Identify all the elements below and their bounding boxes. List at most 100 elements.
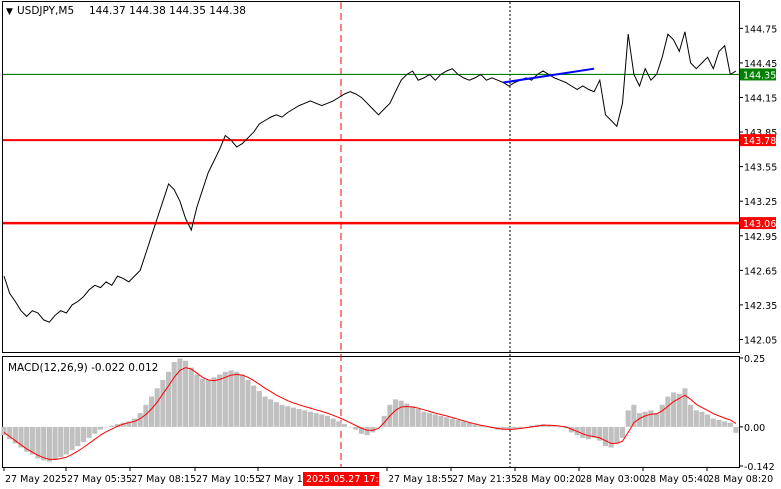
macd-bar bbox=[324, 415, 330, 427]
macd-tick-label: 0.25 bbox=[744, 354, 765, 365]
macd-bar bbox=[166, 371, 172, 427]
macd-bar bbox=[63, 426, 69, 455]
macd-bar bbox=[205, 380, 211, 427]
macd-bar bbox=[307, 411, 313, 427]
price-tick-label: 142.95 bbox=[744, 232, 777, 243]
macd-bar bbox=[256, 391, 262, 427]
macd-bar bbox=[375, 426, 382, 428]
time-tick-label: 27 May 05:35 bbox=[67, 474, 132, 485]
macd-bar bbox=[602, 426, 609, 447]
macd-bar bbox=[461, 421, 467, 427]
macd-bar bbox=[546, 424, 552, 427]
symbol-label: USDJPY,M5 bbox=[17, 5, 74, 17]
macd-tick-label: 0.00 bbox=[744, 423, 765, 434]
macd-bar bbox=[262, 396, 268, 427]
macd-bar bbox=[551, 425, 557, 427]
macd-bar bbox=[392, 399, 399, 427]
level-label: 143.78 bbox=[743, 136, 776, 147]
time-tick-label: 27 May 2025 bbox=[5, 474, 67, 485]
price-tick-label: 143.25 bbox=[744, 197, 777, 208]
macd-tick-label: -0.142 bbox=[744, 462, 775, 473]
highlight-time-label: 2025.05.27 17:00 bbox=[306, 474, 391, 485]
macd-bar bbox=[228, 370, 234, 427]
price-tick-label: 144.75 bbox=[744, 24, 777, 35]
macd-bar bbox=[671, 392, 677, 427]
macd-bar bbox=[69, 426, 75, 451]
macd-bar bbox=[12, 426, 18, 444]
price-tick-label: 144.15 bbox=[744, 93, 777, 104]
macd-bar bbox=[648, 410, 654, 427]
macd-bar bbox=[370, 426, 376, 433]
macd-bar bbox=[619, 426, 626, 438]
macd-bar bbox=[58, 426, 64, 458]
macd-bar bbox=[347, 426, 353, 428]
macd-bar bbox=[659, 404, 665, 427]
macd-bar bbox=[580, 426, 586, 438]
macd-bar bbox=[364, 426, 370, 436]
macd-bar bbox=[41, 426, 47, 461]
macd-bar bbox=[358, 426, 365, 434]
time-tick-label: 27 May 21:35 bbox=[452, 474, 517, 485]
time-tick-label: 27 May 08:15 bbox=[131, 474, 196, 485]
macd-bar bbox=[472, 424, 478, 427]
macd-bar bbox=[268, 399, 274, 427]
macd-bar bbox=[636, 413, 643, 427]
macd-bar bbox=[432, 414, 438, 427]
macd-bar bbox=[341, 424, 348, 427]
macd-bar bbox=[642, 411, 648, 427]
macd-bar bbox=[18, 426, 24, 448]
macd-bar bbox=[625, 410, 631, 427]
macd-bar bbox=[517, 426, 523, 429]
level-label: 144.35 bbox=[743, 70, 776, 81]
macd-bar bbox=[131, 418, 138, 427]
macd-bar bbox=[529, 425, 535, 427]
macd-bar bbox=[296, 408, 302, 427]
macd-bar bbox=[194, 374, 200, 427]
macd-bar bbox=[438, 415, 444, 427]
macd-bar bbox=[398, 400, 404, 427]
macd-bar bbox=[353, 426, 359, 430]
macd-bar bbox=[500, 426, 506, 431]
macd-bar bbox=[126, 421, 132, 427]
level-label: 143.06 bbox=[743, 219, 776, 230]
macd-bar bbox=[75, 426, 81, 447]
macd-bar bbox=[183, 360, 189, 427]
macd-bar bbox=[427, 413, 433, 427]
macd-bar bbox=[421, 411, 427, 427]
highlight-time-box bbox=[303, 472, 379, 486]
macd-bar bbox=[665, 396, 671, 427]
macd-bar bbox=[597, 426, 603, 441]
macd-bar bbox=[523, 426, 529, 428]
macd-bar bbox=[444, 417, 450, 427]
macd-bar bbox=[591, 426, 597, 438]
macd-bar bbox=[722, 421, 728, 427]
blue-trendline[interactable] bbox=[503, 67, 595, 84]
indicator-axis: 0.25 0.00 -0.142 bbox=[739, 354, 775, 473]
price-tick-label: 143.55 bbox=[744, 163, 777, 174]
macd-bar bbox=[483, 426, 489, 428]
time-tick-label: 28 May 03:00 bbox=[580, 474, 645, 485]
macd-bar bbox=[29, 426, 35, 455]
macd-bar bbox=[654, 413, 660, 427]
price-tick-label: 142.35 bbox=[744, 301, 777, 312]
macd-bar bbox=[273, 402, 279, 427]
macd-bar bbox=[330, 418, 336, 427]
macd-bar bbox=[319, 414, 325, 427]
macd-bar bbox=[188, 367, 194, 427]
macd-signal-line bbox=[3, 367, 737, 460]
macd-bar bbox=[478, 425, 484, 427]
macd-bar bbox=[727, 422, 733, 427]
macd-bar bbox=[234, 371, 240, 427]
macd-bar bbox=[455, 419, 461, 427]
menu-triangle-icon[interactable]: ▼ bbox=[6, 7, 13, 17]
macd-bar bbox=[449, 418, 455, 427]
macd-bar bbox=[222, 371, 228, 427]
macd-bar bbox=[1, 426, 7, 436]
macd-bar bbox=[285, 406, 291, 427]
macd-bar bbox=[120, 422, 126, 427]
macd-bar bbox=[143, 404, 149, 427]
macd-bar bbox=[177, 358, 183, 427]
level-labels: 144.35 143.78 143.06 bbox=[740, 68, 776, 230]
